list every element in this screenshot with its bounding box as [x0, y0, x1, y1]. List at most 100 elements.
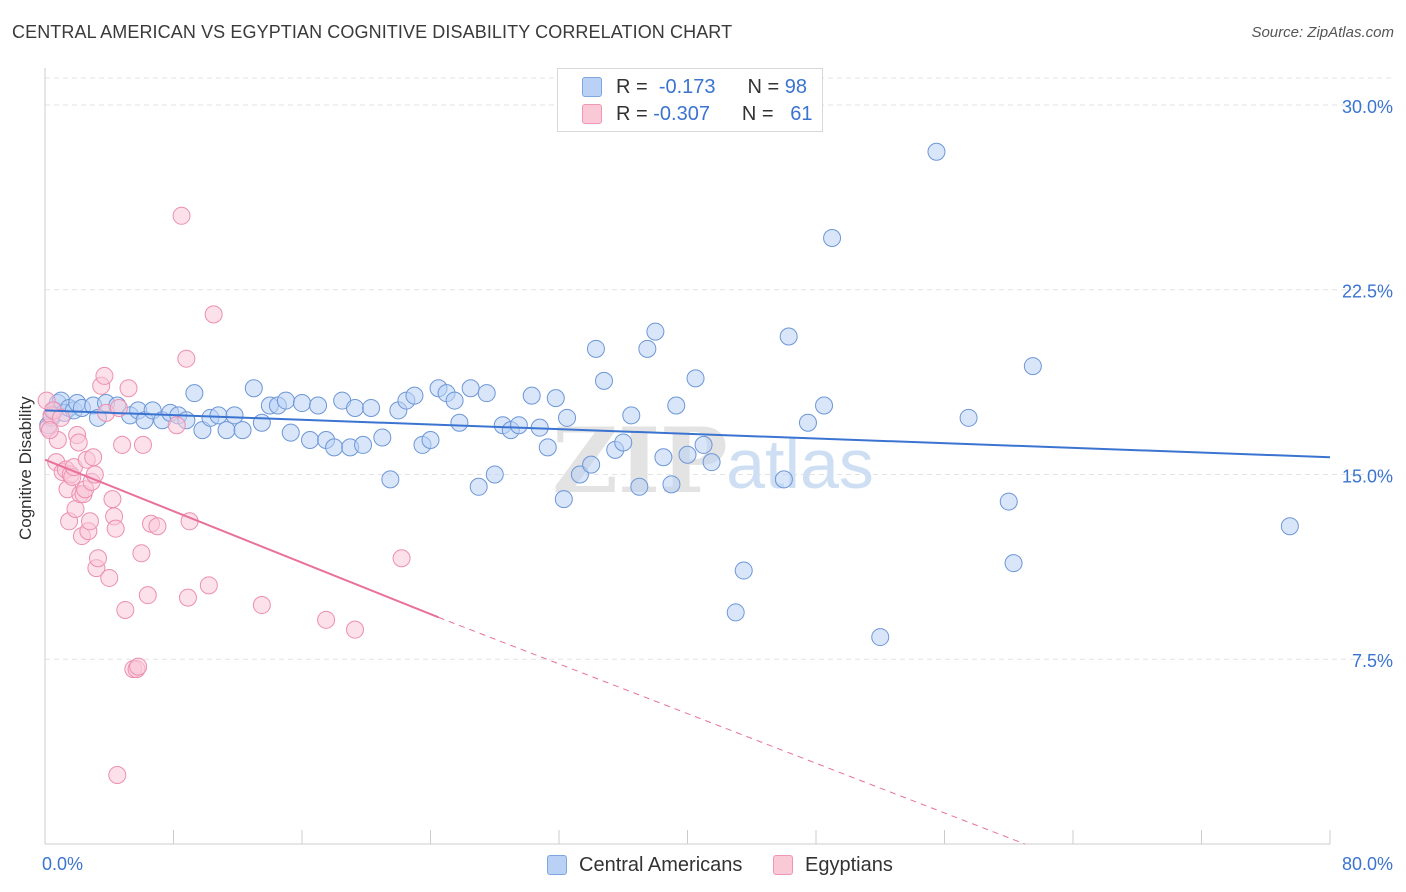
data-point-central-american [244, 379, 263, 398]
data-point-egyptian [178, 588, 197, 607]
series-central-americans-points [39, 142, 1299, 647]
data-point-egyptian [167, 416, 186, 435]
data-point-egyptian [103, 490, 122, 509]
data-point-central-american [638, 339, 657, 358]
data-point-central-american [477, 384, 496, 403]
legend-n-value: 61 [790, 102, 813, 125]
data-point-central-american [815, 396, 834, 415]
trend-line-egyptians [44, 458, 439, 619]
data-point-central-american [594, 371, 613, 390]
data-point-egyptian [252, 596, 271, 615]
watermark-zip: ZIP [552, 408, 727, 514]
data-point-central-american [485, 465, 504, 484]
data-point-central-american [281, 423, 300, 442]
data-point-egyptian [69, 433, 88, 452]
trend-line-central-americans [44, 409, 1331, 459]
legend: R = -0.173 N = 98 R = -0.307 N = 61 [557, 68, 823, 132]
data-point-egyptian [80, 512, 99, 531]
data-point-egyptian [317, 610, 336, 629]
data-point-egyptian [89, 549, 108, 568]
data-point-central-american [373, 428, 392, 447]
data-point-egyptian [172, 206, 191, 225]
data-point-egyptian [119, 379, 138, 398]
data-point-central-american [662, 475, 681, 494]
data-point-central-american [293, 394, 311, 413]
data-point-central-american [469, 477, 488, 496]
legend-row-egyptians: R = -0.307 N = 61 [558, 101, 813, 127]
bottom-legend: Central Americans Egyptians [0, 852, 1406, 878]
data-point-central-american [185, 384, 204, 403]
data-point-central-american [362, 398, 381, 417]
data-point-central-american [558, 408, 577, 427]
data-point-central-american [450, 413, 469, 432]
legend-swatch-blue [582, 77, 602, 97]
data-point-central-american [554, 490, 573, 509]
data-point-egyptian [106, 519, 125, 538]
axes [44, 68, 1331, 845]
data-point-egyptian [116, 600, 135, 619]
bottom-legend-egyptians: Egyptians [773, 852, 893, 878]
data-point-central-american [726, 603, 745, 622]
y-tick-label: 7.5% [1352, 651, 1393, 671]
data-point-egyptian [138, 586, 157, 605]
data-point-central-american [276, 391, 295, 410]
tick-labels: 7.5% 15.0% 22.5% 30.0% 0.0% 80.0% [42, 97, 1393, 874]
x-tick-label: 0.0% [42, 854, 83, 874]
gridlines [45, 77, 1395, 660]
data-point-central-american [999, 492, 1018, 511]
data-point-central-american [622, 406, 641, 425]
data-point-central-american [823, 228, 842, 247]
data-point-central-american [667, 396, 686, 415]
legend-r-value: -0.173 [658, 75, 716, 98]
bottom-legend-label: Egyptians [805, 853, 893, 876]
data-point-central-american [1023, 357, 1042, 376]
data-point-central-american [522, 386, 541, 405]
data-point-central-american [779, 327, 798, 346]
data-point-central-american [586, 339, 605, 358]
data-point-central-american [309, 396, 328, 415]
data-point-central-american [354, 435, 373, 454]
trend-line-egyptians-extrapolated [438, 616, 1025, 845]
bottom-legend-swatch-blue [547, 855, 567, 875]
data-point-central-american [694, 435, 713, 454]
data-point-central-american [461, 379, 480, 398]
data-point-central-american [646, 322, 665, 341]
data-point-central-american [405, 386, 424, 405]
y-tick-label: 30.0% [1342, 97, 1393, 117]
data-point-central-american [798, 413, 817, 432]
data-point-egyptian [95, 366, 114, 385]
data-point-central-american [871, 628, 890, 647]
data-point-central-american [630, 477, 649, 496]
data-point-egyptian [346, 620, 365, 639]
data-point-egyptian [84, 448, 103, 467]
data-point-central-american [252, 413, 271, 432]
data-point-central-american [445, 391, 464, 410]
data-point-egyptian [113, 435, 132, 454]
legend-n-label: N = [747, 75, 780, 98]
y-tick-label: 22.5% [1342, 282, 1393, 302]
bottom-legend-central-americans: Central Americans [547, 852, 742, 878]
x-tick-label: 80.0% [1342, 854, 1393, 874]
data-point-central-american [381, 470, 400, 489]
y-axis-label: Cognitive Disability [16, 396, 35, 540]
data-point-central-american [734, 561, 753, 580]
data-point-central-american [421, 430, 440, 449]
data-point-central-american [686, 369, 705, 388]
data-point-egyptian [132, 544, 151, 563]
data-point-central-american [1280, 517, 1299, 536]
data-point-central-american [301, 430, 320, 449]
legend-r-label: R = [616, 75, 648, 98]
data-point-egyptian [148, 517, 167, 536]
source-credit: Source: ZipAtlas.com [1251, 24, 1394, 41]
data-point-egyptian [204, 305, 223, 324]
data-point-central-american [702, 453, 721, 472]
data-point-central-american [959, 408, 978, 427]
bottom-legend-swatch-pink [773, 855, 793, 875]
data-point-egyptian [129, 657, 148, 676]
data-point-egyptian [52, 408, 71, 427]
data-point-central-american [509, 416, 528, 435]
bottom-legend-label: Central Americans [579, 853, 743, 876]
data-point-central-american [654, 448, 673, 467]
legend-n-value: 98 [784, 75, 807, 98]
